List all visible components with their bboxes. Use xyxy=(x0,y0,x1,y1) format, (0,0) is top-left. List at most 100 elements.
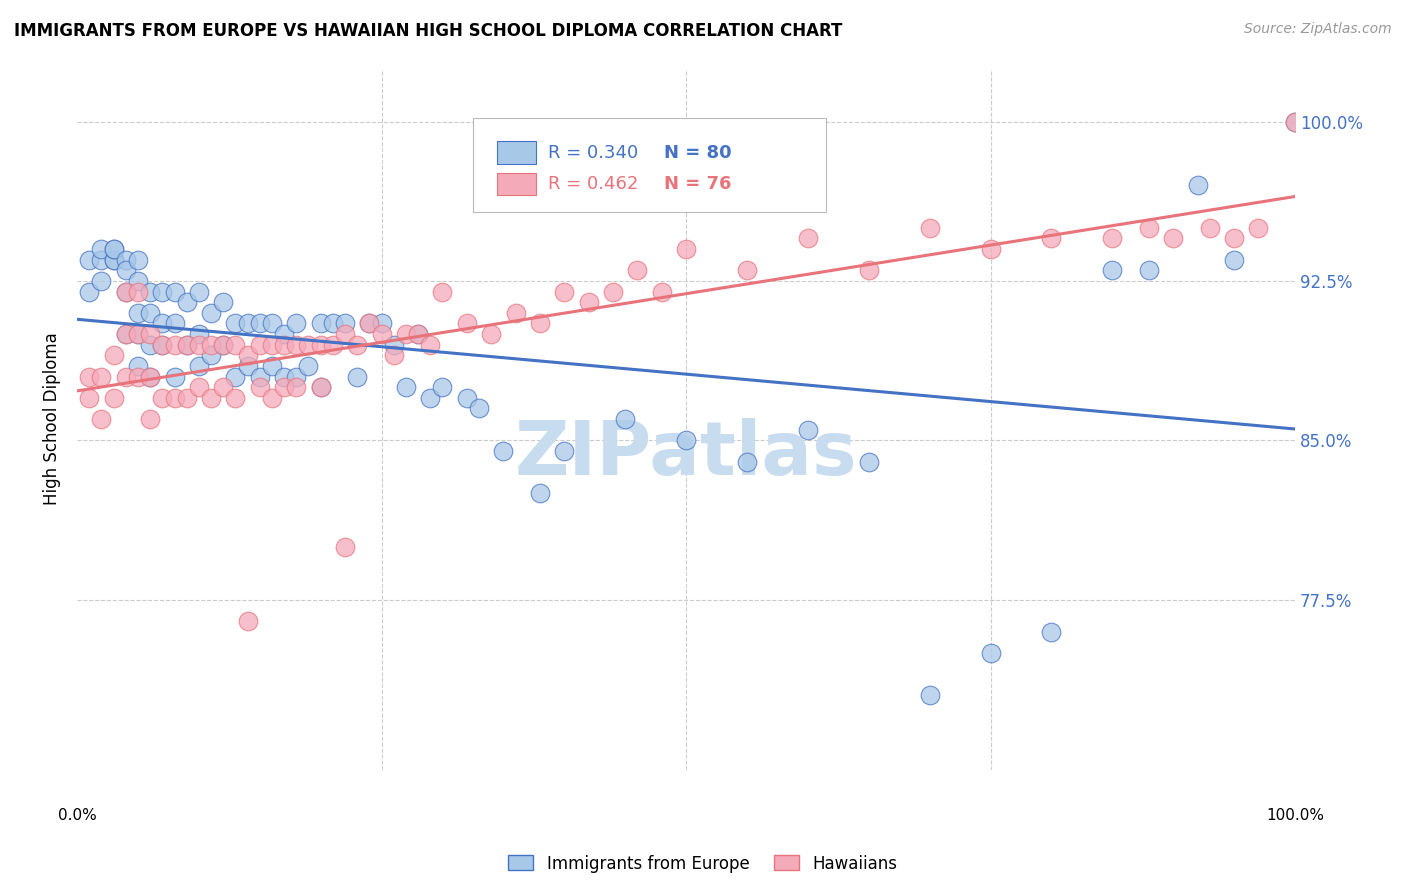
FancyBboxPatch shape xyxy=(472,118,827,212)
Point xyxy=(333,540,356,554)
Point xyxy=(529,486,551,500)
Point xyxy=(980,646,1002,660)
Point xyxy=(797,231,820,245)
Point xyxy=(309,317,332,331)
Point xyxy=(322,317,344,331)
Point xyxy=(285,369,308,384)
Point xyxy=(651,285,673,299)
Point xyxy=(382,337,405,351)
Point xyxy=(139,369,162,384)
Point xyxy=(359,317,381,331)
Point xyxy=(297,337,319,351)
Point xyxy=(1223,231,1246,245)
Point xyxy=(187,380,209,394)
Point xyxy=(114,252,136,267)
Point xyxy=(103,348,125,362)
Point xyxy=(260,359,283,373)
Point xyxy=(322,337,344,351)
Point xyxy=(200,337,222,351)
Point xyxy=(333,317,356,331)
Point xyxy=(139,369,162,384)
Point xyxy=(370,317,392,331)
Point xyxy=(187,285,209,299)
Point xyxy=(1284,114,1306,128)
Point xyxy=(735,263,758,277)
Point xyxy=(346,369,368,384)
Point xyxy=(127,359,149,373)
Point xyxy=(224,317,246,331)
Point xyxy=(163,285,186,299)
Text: 0.0%: 0.0% xyxy=(58,808,97,823)
Point xyxy=(224,369,246,384)
Point xyxy=(150,391,173,405)
Point xyxy=(419,391,441,405)
Point xyxy=(626,263,648,277)
Point xyxy=(456,317,478,331)
Point xyxy=(139,412,162,426)
Point xyxy=(249,317,271,331)
Point xyxy=(479,327,502,342)
Point xyxy=(406,327,429,342)
Text: ZIPatlas: ZIPatlas xyxy=(515,417,858,491)
Point xyxy=(114,327,136,342)
Point xyxy=(309,380,332,394)
Point xyxy=(675,434,697,448)
Point xyxy=(139,285,162,299)
Point xyxy=(114,285,136,299)
Point xyxy=(1161,231,1184,245)
Point xyxy=(236,348,259,362)
Point xyxy=(675,242,697,256)
Point xyxy=(139,337,162,351)
Point xyxy=(578,295,600,310)
Point xyxy=(77,391,100,405)
Point xyxy=(395,380,418,394)
Point xyxy=(90,369,112,384)
Point xyxy=(553,444,575,458)
Point xyxy=(114,285,136,299)
Point xyxy=(163,369,186,384)
Point xyxy=(614,412,637,426)
Point xyxy=(980,242,1002,256)
FancyBboxPatch shape xyxy=(498,173,536,195)
Point xyxy=(395,327,418,342)
Point xyxy=(797,423,820,437)
Point xyxy=(212,337,235,351)
Point xyxy=(260,391,283,405)
Point xyxy=(236,317,259,331)
Point xyxy=(1101,263,1123,277)
Point xyxy=(1040,231,1063,245)
Point xyxy=(370,327,392,342)
Point xyxy=(150,285,173,299)
Point xyxy=(1223,252,1246,267)
Point xyxy=(77,369,100,384)
Point xyxy=(918,688,941,702)
Point xyxy=(114,263,136,277)
Point xyxy=(114,327,136,342)
Point xyxy=(176,337,198,351)
Point xyxy=(139,327,162,342)
Point xyxy=(273,380,295,394)
Point xyxy=(103,252,125,267)
Point xyxy=(176,391,198,405)
Legend: Immigrants from Europe, Hawaiians: Immigrants from Europe, Hawaiians xyxy=(502,848,904,880)
Point xyxy=(858,454,880,468)
Point xyxy=(432,285,454,299)
Point xyxy=(309,337,332,351)
Point xyxy=(273,337,295,351)
Point xyxy=(505,306,527,320)
Point xyxy=(1040,624,1063,639)
Point xyxy=(285,317,308,331)
Point xyxy=(176,337,198,351)
Point xyxy=(273,327,295,342)
Point xyxy=(163,391,186,405)
Point xyxy=(127,252,149,267)
Text: R = 0.340: R = 0.340 xyxy=(548,144,638,161)
Point xyxy=(1101,231,1123,245)
Point xyxy=(103,252,125,267)
Point xyxy=(273,369,295,384)
Point xyxy=(1137,263,1160,277)
Point xyxy=(114,369,136,384)
Point xyxy=(1187,178,1209,193)
Text: 100.0%: 100.0% xyxy=(1265,808,1324,823)
Point xyxy=(90,274,112,288)
